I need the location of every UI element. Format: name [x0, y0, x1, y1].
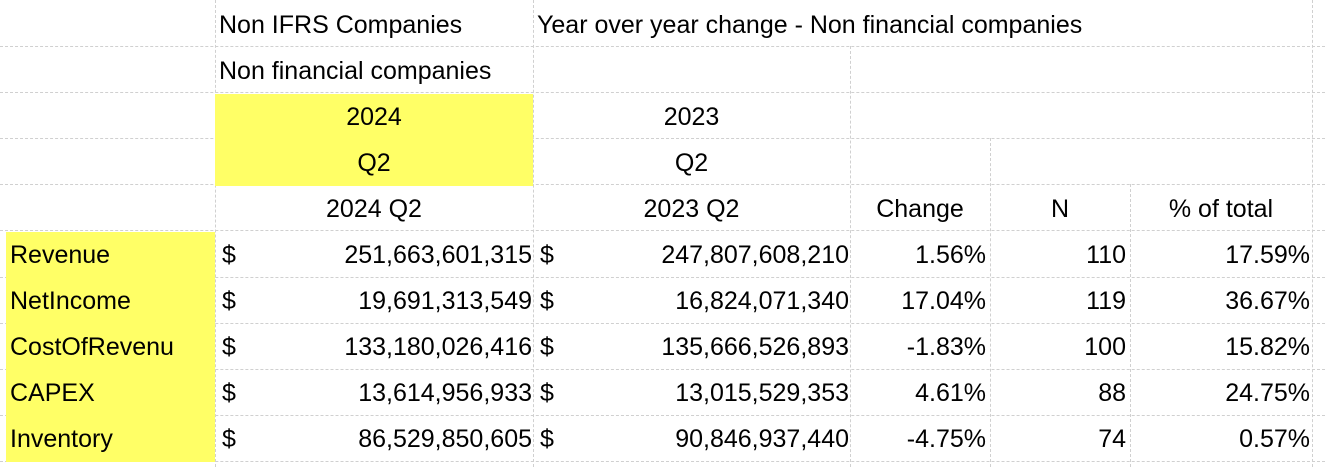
change-value[interactable]: 1.56%: [915, 241, 986, 269]
change-value[interactable]: -4.75%: [906, 425, 986, 453]
gridline: [0, 277, 1325, 278]
quarter-2024-cell[interactable]: Q2: [215, 140, 533, 186]
gridline: [0, 46, 1325, 47]
row-label-inventory[interactable]: Inventory: [6, 416, 215, 462]
gridline: [0, 461, 1325, 462]
subtitle[interactable]: Non financial companies: [219, 57, 492, 85]
row-label-netincome[interactable]: NetIncome: [6, 278, 215, 324]
value-2024[interactable]: 86,529,850,605: [358, 425, 532, 453]
gridline: [0, 323, 1325, 324]
row-label-revenue[interactable]: Revenue: [6, 232, 215, 278]
currency-symbol[interactable]: $: [540, 425, 554, 453]
currency-symbol[interactable]: $: [540, 333, 554, 361]
gridline: [0, 230, 1325, 231]
change-value[interactable]: 4.61%: [915, 379, 986, 407]
title-left[interactable]: Non IFRS Companies: [219, 11, 463, 39]
change-value[interactable]: 17.04%: [901, 287, 986, 315]
value-2024[interactable]: 251,663,601,315: [344, 241, 532, 269]
value-2023[interactable]: 135,666,526,893: [661, 333, 849, 361]
gridline: [1312, 0, 1313, 467]
currency-symbol[interactable]: $: [540, 241, 554, 269]
col-header-2024[interactable]: 2024 Q2: [326, 195, 422, 223]
value-2023[interactable]: 16,824,071,340: [675, 287, 849, 315]
value-2024[interactable]: 133,180,026,416: [344, 333, 532, 361]
gridline: [0, 184, 1325, 185]
gridline: [990, 138, 991, 467]
currency-symbol[interactable]: $: [222, 287, 236, 315]
n-value[interactable]: 119: [1086, 287, 1126, 315]
n-value[interactable]: 100: [1084, 333, 1126, 361]
n-value[interactable]: 110: [1086, 241, 1126, 269]
gridline: [215, 0, 216, 467]
value-2023[interactable]: 90,846,937,440: [675, 425, 849, 453]
row-label-costofrevenue[interactable]: CostOfRevenu: [6, 324, 215, 370]
currency-symbol[interactable]: $: [222, 425, 236, 453]
value-2023[interactable]: 247,807,608,210: [661, 241, 849, 269]
col-header-change[interactable]: Change: [876, 195, 964, 223]
value-2024[interactable]: 13,614,956,933: [358, 379, 532, 407]
n-value[interactable]: 88: [1098, 379, 1126, 407]
currency-symbol[interactable]: $: [540, 287, 554, 315]
col-header-pct-total[interactable]: % of total: [1168, 195, 1274, 223]
value-2023[interactable]: 13,015,529,353: [675, 379, 849, 407]
row-label-capex[interactable]: CAPEX: [6, 370, 215, 416]
gridline: [0, 415, 1325, 416]
gridline: [0, 138, 1325, 139]
gridline: [0, 92, 1325, 93]
gridline: [1130, 184, 1131, 467]
title-right[interactable]: Year over year change - Non financial co…: [537, 11, 1083, 39]
col-header-2023[interactable]: 2023 Q2: [643, 195, 740, 223]
pct-total-value[interactable]: 0.57%: [1239, 425, 1310, 453]
gridline: [533, 0, 534, 467]
currency-symbol[interactable]: $: [222, 379, 236, 407]
change-value[interactable]: -1.83%: [906, 333, 986, 361]
year-2023-cell[interactable]: 2023: [663, 103, 720, 131]
n-value[interactable]: 74: [1098, 425, 1126, 453]
pct-total-value[interactable]: 15.82%: [1225, 333, 1310, 361]
currency-symbol[interactable]: $: [222, 333, 236, 361]
col-header-n[interactable]: N: [1050, 195, 1070, 223]
gridline: [0, 369, 1325, 370]
currency-symbol[interactable]: $: [540, 379, 554, 407]
pct-total-value[interactable]: 17.59%: [1225, 241, 1310, 269]
value-2024[interactable]: 19,691,313,549: [358, 287, 532, 315]
pct-total-value[interactable]: 36.67%: [1225, 287, 1310, 315]
pct-total-value[interactable]: 24.75%: [1225, 379, 1310, 407]
quarter-2023-cell[interactable]: Q2: [674, 149, 709, 177]
gridline: [850, 46, 851, 467]
year-2024-cell[interactable]: 2024: [215, 94, 533, 140]
currency-symbol[interactable]: $: [222, 241, 236, 269]
